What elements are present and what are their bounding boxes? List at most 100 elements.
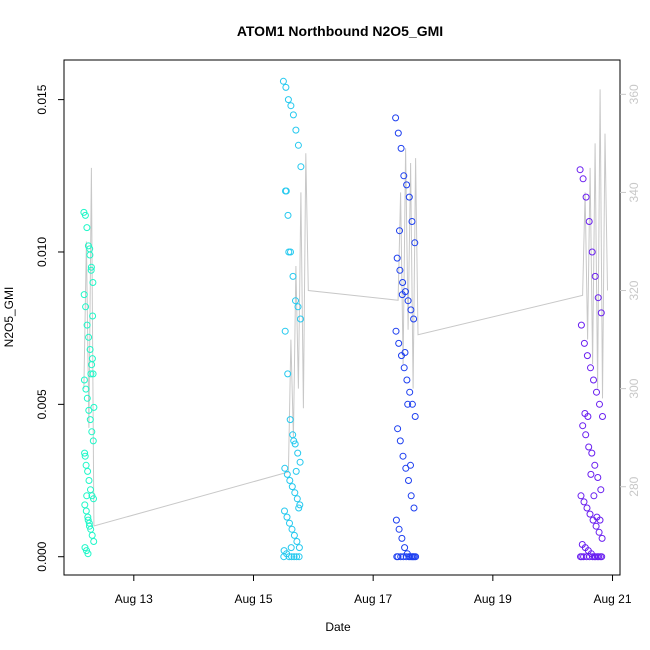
data-point [287, 544, 295, 552]
data-point [409, 553, 417, 561]
data-point [89, 312, 97, 320]
data-point [577, 492, 585, 500]
data-point [86, 346, 94, 353]
data-point [394, 129, 402, 137]
data-point [398, 291, 406, 299]
data-point [580, 339, 588, 347]
data-point [588, 248, 596, 256]
data-point [87, 263, 95, 271]
data-point [289, 111, 297, 119]
secondary-series-line [83, 89, 608, 527]
data-point [583, 504, 591, 512]
data-point [294, 141, 302, 149]
data-point [591, 272, 599, 280]
y-tick-label: 0.005 [35, 389, 49, 419]
data-point [397, 144, 405, 152]
y2-tick-label: 300 [627, 378, 641, 398]
data-point [83, 224, 91, 232]
data-point [403, 376, 411, 384]
data-point [297, 315, 304, 323]
data-point [289, 272, 297, 280]
data-point [407, 306, 415, 314]
data-point [590, 376, 597, 384]
data-point [587, 364, 594, 372]
data-point [408, 400, 416, 408]
data-point [598, 553, 606, 561]
data-point [81, 452, 89, 460]
data-point [396, 437, 404, 445]
y2-tick-label: 280 [627, 476, 641, 496]
data-point [296, 458, 304, 466]
data-point [408, 218, 416, 225]
data-point [291, 489, 299, 497]
data-point [400, 364, 408, 372]
data-point [407, 492, 415, 500]
data-point [290, 531, 298, 539]
y2-tick-label: 320 [627, 280, 641, 300]
data-point [295, 504, 303, 512]
data-point [82, 461, 90, 469]
data-point [283, 513, 291, 521]
data-point [407, 461, 414, 469]
x-axis-label: Date [325, 620, 351, 634]
data-point [594, 474, 602, 481]
data-point [297, 163, 305, 171]
data-point [597, 309, 605, 317]
data-point [295, 553, 303, 561]
data-point [286, 477, 294, 484]
data-point [596, 400, 603, 408]
data-point [286, 519, 293, 527]
data-point [403, 181, 411, 189]
data-point [591, 461, 599, 469]
y-axis: 0.000 0.005 0.010 0.015 [35, 84, 64, 572]
data-point [294, 303, 302, 311]
data-point [577, 321, 585, 329]
points-layer [80, 77, 606, 561]
data-point [402, 553, 410, 561]
data-point [292, 126, 300, 134]
data-point [406, 388, 414, 396]
data-point [594, 294, 602, 302]
data-point [87, 266, 95, 274]
data-point [392, 114, 400, 122]
data-point [285, 553, 293, 561]
data-point [284, 96, 292, 104]
data-point [288, 483, 296, 491]
data-point [578, 553, 586, 561]
chart-title: ATOM1 Northbound N2O5_GMI [237, 23, 443, 39]
data-point [579, 422, 587, 430]
data-point [85, 333, 93, 341]
data-point [280, 553, 288, 561]
data-point [395, 339, 403, 347]
data-point [396, 266, 404, 274]
data-point [590, 492, 598, 500]
data-point [599, 413, 606, 420]
data-point [81, 501, 89, 509]
data-point [284, 211, 292, 219]
y-tick-label: 0.000 [35, 541, 49, 571]
y-axis-label: N2O5_GMI [2, 287, 16, 348]
x-tick-label: Aug 17 [354, 592, 392, 606]
data-point [288, 525, 296, 533]
data-point [88, 428, 96, 436]
data-point [392, 327, 400, 335]
data-point [89, 279, 97, 286]
data-point [595, 553, 603, 561]
data-point [281, 464, 289, 472]
data-point [410, 504, 418, 512]
data-point [294, 449, 302, 457]
data-point [82, 385, 90, 393]
data-point [282, 187, 290, 195]
data-point [81, 211, 89, 219]
data-point [281, 327, 289, 335]
data-point [289, 431, 297, 439]
data-point [597, 486, 605, 494]
data-point [393, 553, 401, 561]
data-point [584, 413, 592, 420]
x-tick-label: Aug 19 [474, 592, 512, 606]
data-point [87, 370, 95, 378]
secondary-line-layer [83, 89, 608, 527]
x-tick-label: Aug 15 [234, 592, 272, 606]
data-point [83, 492, 91, 500]
